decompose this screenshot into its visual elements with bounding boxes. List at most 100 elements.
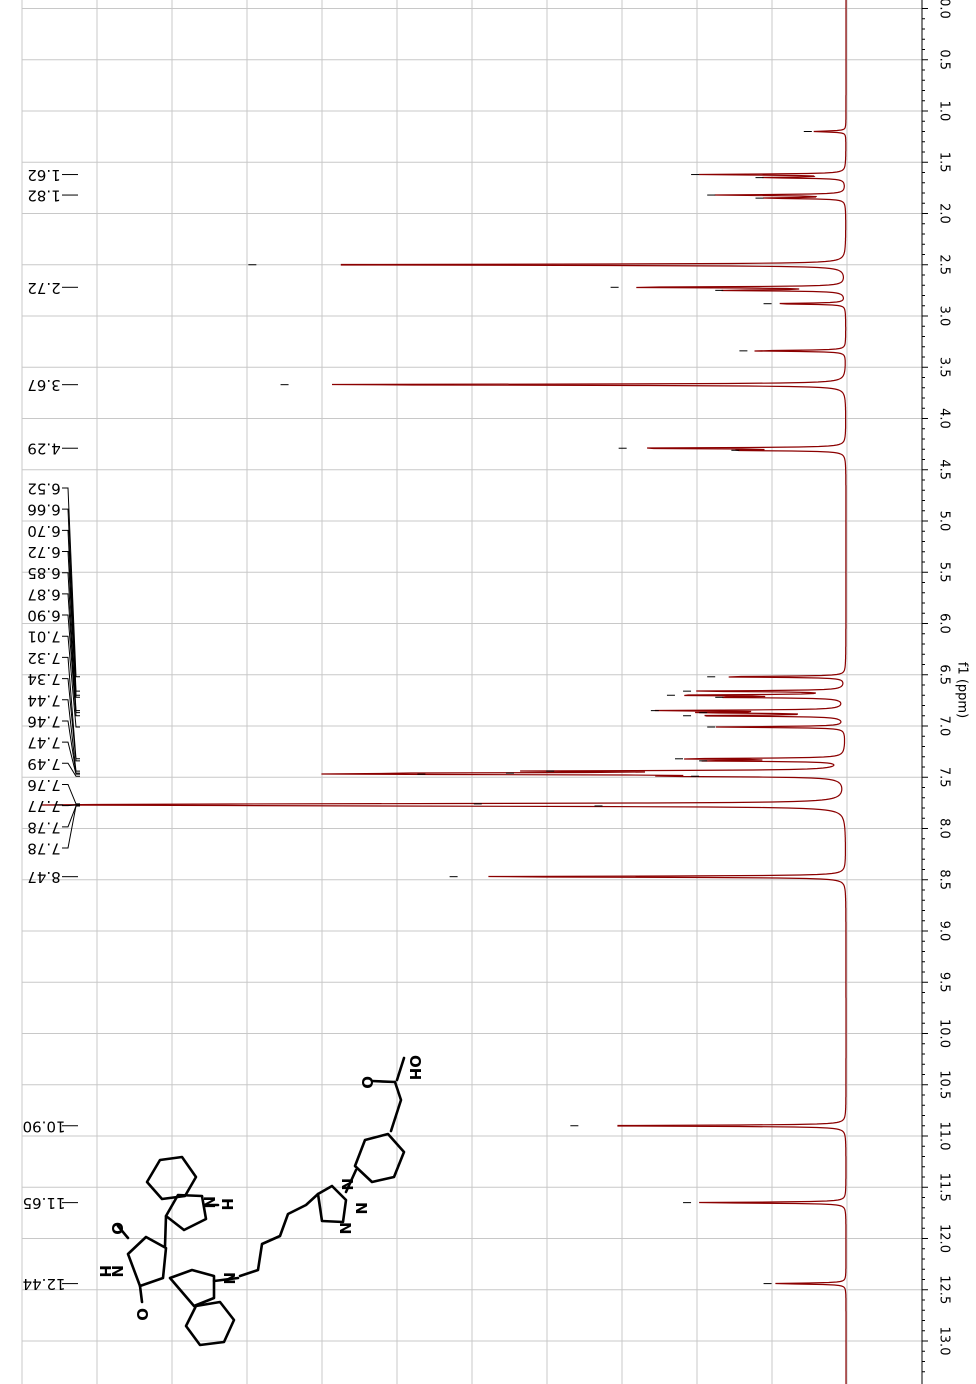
tick-label: 1.0 [937,101,952,122]
label-leader [62,699,80,772]
label-leader [62,804,80,807]
peak-label: 7.01 [27,628,60,646]
label-leader [62,529,80,696]
atom-label-o-imide-2: O [133,1308,151,1321]
atom-label-nh-indole-h: H [218,1198,236,1211]
ppm-axis: 0.0 0.5 1.0 1.5 2.0 2.5 3.0 3.5 4.0 4.5 5.0 5.5 6.0 6… [922,0,970,1373]
peak-label: 2.72 [27,279,60,297]
peak-label: 6.87 [27,585,60,603]
label-leader [62,593,80,714]
peak-label: 8.47 [27,868,60,886]
peak-label: 7.76 [27,776,60,794]
label-leader [62,572,80,712]
tick-label: 9.0 [937,921,952,942]
atom-label-nh-indole-n: N [200,1196,218,1209]
peak-label: 7.77 [27,797,60,815]
maleimide-ring [126,1235,168,1288]
label-leader [62,783,80,805]
atom-label-n-triazole-1: N [338,1178,356,1191]
tick-label: 13.0 [937,1327,952,1356]
tick-label: 8.0 [937,818,952,839]
label-leader [62,678,80,762]
tick-label: 9.5 [937,972,952,993]
peak-label: 7.32 [27,649,60,667]
label-leader [62,762,80,777]
label-leader [62,805,80,828]
peak-label: 6.72 [27,543,60,561]
indole-ring-upper [164,1193,208,1232]
triazole-ring [316,1184,348,1224]
label-leader [62,508,80,692]
benzene-ring-lower [184,1300,236,1347]
tick-label: 3.5 [937,357,952,378]
tick-label: 0.5 [937,49,952,70]
peak-label: 3.67 [27,376,60,394]
tick-label: 3.0 [937,306,952,327]
tick-label: 5.0 [937,511,952,532]
spectrum [40,0,847,1384]
tick-label: 7.5 [937,767,952,788]
atom-label-o-imide-1: O [108,1222,126,1235]
peak-label: 6.85 [27,564,60,582]
plot-frame [21,0,923,1384]
atom-label-n-triazole-2: N [352,1202,370,1215]
atom-label-n-triazole-3: N [336,1222,354,1235]
tick-label: 7.0 [937,716,952,737]
peak-label: 7.46 [27,712,60,730]
tick-label: 10.5 [937,1070,952,1099]
tick-label: 12.0 [937,1224,952,1253]
peak-label: 12.44 [23,1275,66,1293]
label-leader [62,487,80,678]
label-leader [62,551,80,698]
label-leader [62,635,80,728]
label-leader [62,741,80,775]
alkyl-chain [238,1192,320,1278]
peak-label: 6.52 [27,480,60,498]
tick-label: 12.5 [937,1275,952,1304]
label-leader [62,720,80,774]
tick-label: 8.5 [937,869,952,890]
grid [22,0,922,1384]
peak-label: 7.78 [27,840,60,858]
atom-label-nh-imide-n: N [108,1265,126,1278]
tick-label: 4.5 [937,459,952,480]
tick-label: 2.5 [937,254,952,275]
benzene-ring-upper [145,1155,198,1201]
tick-label: 2.0 [937,203,952,224]
label-leader [62,614,80,717]
atom-label-nh-imide-h: H [96,1265,114,1278]
peak-label: 7.34 [27,670,60,688]
tick-label: 5.5 [937,562,952,583]
atom-label-oh: OH [406,1055,424,1080]
x-axis-label: f1 (ppm) [955,662,970,718]
tick-label: 6.5 [937,664,952,685]
molecule-structure: OH O N N N O O N H N H N [96,1055,424,1347]
peak-label: 6.66 [27,501,60,519]
peak-label: 6.90 [27,607,60,625]
peak-label: 7.49 [27,755,60,773]
peak-label: 11.65 [23,1194,66,1212]
peak-label: 7.44 [27,691,60,709]
peak-labels: 1.62 1.82 2.72 3.67 4.29 8.47 10.90 11.65 12.44 6… [23,166,80,1293]
tick-label: 11.5 [937,1173,952,1202]
tick-label: 6.0 [937,613,952,634]
indole-ring-lower [168,1268,216,1308]
peak-label: 6.70 [27,522,60,540]
peak-label: 7.47 [27,734,60,752]
tick-label: 0.0 [937,0,952,19]
peak-label: 1.82 [27,187,60,205]
tick-label: 1.5 [937,152,952,173]
peak-label: 10.90 [23,1117,66,1135]
peak-label: 7.78 [27,818,60,836]
atom-label-o-acid: O [358,1076,376,1089]
peak-label: 1.62 [27,166,60,184]
label-leader [62,805,80,849]
atom-label-n-indole-lower: N [220,1272,238,1285]
phenyl-ring [353,1132,406,1184]
peak-label: 4.29 [27,440,60,458]
spectrum-line [40,0,847,1384]
label-leader [62,656,80,760]
tick-label: 4.0 [937,408,952,429]
tick-label: 11.0 [937,1122,952,1151]
